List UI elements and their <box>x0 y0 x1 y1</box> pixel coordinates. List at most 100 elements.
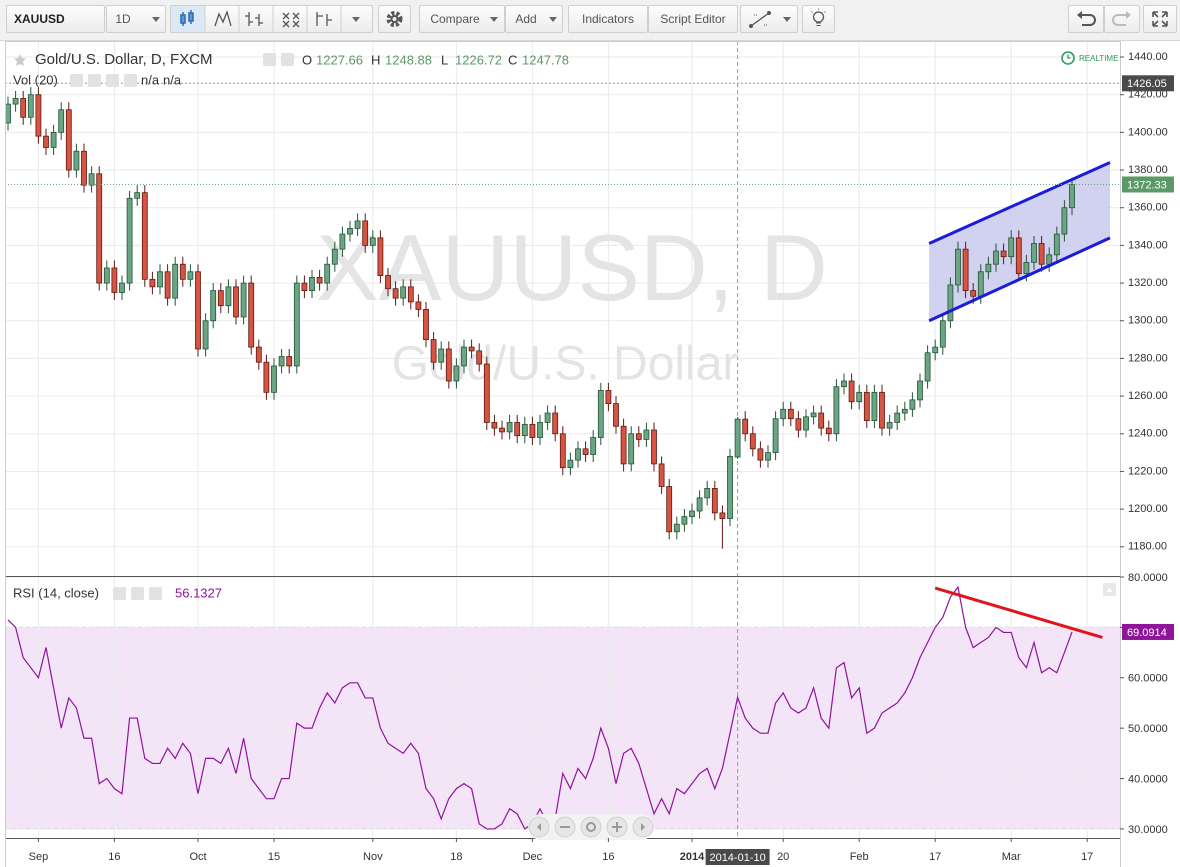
button-label: Script Editor <box>660 12 726 26</box>
y-tick-label: 1200.00 <box>1128 503 1168 515</box>
ideas-button[interactable] <box>802 5 835 33</box>
volume-controls[interactable] <box>70 74 137 87</box>
candle-body <box>818 412 825 429</box>
candle-body <box>81 150 87 186</box>
candle-body <box>400 286 407 299</box>
candle-body <box>476 350 483 365</box>
candle-body <box>73 150 80 171</box>
y-tick-label: 80.0000 <box>1128 572 1168 584</box>
candle-body <box>1038 243 1045 265</box>
crosshair-date-label: 2014-01-10 <box>709 852 765 864</box>
candle-body <box>430 339 437 363</box>
rsi-controls[interactable] <box>113 587 162 600</box>
candle-body <box>210 290 217 322</box>
candle-body <box>1031 243 1037 263</box>
watermark-subtitle: Gold/U.S. Dollar <box>392 338 739 391</box>
candle-body <box>848 380 855 403</box>
channel-line <box>928 161 1111 245</box>
candle-body <box>1000 250 1007 258</box>
candle-body <box>947 284 954 322</box>
candle-body <box>757 448 764 461</box>
candle-body <box>901 408 908 414</box>
y-tick-label: 1360.00 <box>1128 202 1168 214</box>
candle-body <box>825 427 832 435</box>
candle-body <box>673 523 680 533</box>
add-button[interactable]: Add <box>505 5 563 33</box>
rsi-last-label-bg <box>1122 623 1174 640</box>
y-tick-label: 60.0000 <box>1128 673 1168 685</box>
candle-body <box>362 220 369 246</box>
y-tick-label: 1440.00 <box>1128 51 1168 63</box>
series-controls[interactable] <box>263 53 294 66</box>
y-tick-label: 1340.00 <box>1128 239 1168 251</box>
candle-body <box>841 380 847 388</box>
indicators-button[interactable]: Indicators <box>568 5 648 33</box>
x-tick-label: 18 <box>450 851 462 863</box>
candle-body <box>787 408 794 420</box>
candle-body <box>187 271 194 280</box>
candle-body <box>1008 237 1015 258</box>
candle-body <box>582 448 589 455</box>
compare-button[interactable]: Compare <box>419 5 505 33</box>
redo-button[interactable] <box>1104 5 1140 33</box>
candle-body <box>734 418 741 458</box>
toolbar: XAUUSD 1D Compare Add Indicators Script … <box>0 0 1180 41</box>
script-editor-button[interactable]: Script Editor <box>648 5 738 33</box>
candle-body <box>666 486 673 533</box>
candle-body <box>35 94 42 137</box>
chart-style-icons <box>171 6 360 32</box>
candle-body <box>141 192 148 280</box>
crosshair-price-label-bg <box>1122 75 1174 92</box>
candle-body <box>856 391 863 403</box>
interval-select[interactable]: 1D <box>106 5 166 33</box>
button-label: Add <box>515 12 537 26</box>
candle-body <box>293 282 300 367</box>
candle-body <box>711 488 718 514</box>
candle-body <box>955 248 961 286</box>
ohlc-value: 1227.66 <box>316 52 363 67</box>
favorite-star[interactable] <box>14 54 26 66</box>
candle-body <box>271 365 277 393</box>
settings-button[interactable] <box>378 5 411 33</box>
candle-body <box>537 422 543 438</box>
candle-body <box>1046 254 1053 265</box>
x-tick-label: Sep <box>29 851 49 863</box>
candle-body <box>765 452 771 461</box>
y-tick-label: 1280.00 <box>1128 352 1168 364</box>
candle-body <box>324 263 331 284</box>
rsi-value: 56.1327 <box>175 585 222 600</box>
candle-body <box>339 233 346 250</box>
candle-body <box>111 267 118 293</box>
symbol-input[interactable]: XAUUSD <box>6 5 105 33</box>
y-tick-label: 1380.00 <box>1128 164 1168 176</box>
candle-body <box>613 403 619 427</box>
reset[interactable] <box>580 816 602 838</box>
active-style[interactable] <box>171 6 205 32</box>
drawing-tools-button[interactable] <box>740 5 798 33</box>
candle-body <box>749 433 756 450</box>
candle-body <box>103 267 110 284</box>
candle-body <box>909 399 916 410</box>
candle-body <box>157 271 163 288</box>
ohlc-value: 1247.78 <box>522 52 569 67</box>
volume-value: n/a <box>163 72 182 87</box>
y-tick-label: 1240.00 <box>1128 428 1168 440</box>
rsi-trendline <box>934 586 1103 639</box>
candle-body <box>12 98 19 105</box>
candle-body <box>331 248 338 265</box>
candle-body <box>977 271 984 297</box>
candle-body <box>202 320 209 350</box>
undo-button[interactable] <box>1068 5 1104 33</box>
fullscreen-button[interactable] <box>1143 5 1177 33</box>
candle-body <box>1061 207 1068 235</box>
candle-body <box>879 391 885 429</box>
candle-body <box>635 433 642 440</box>
candle-body <box>1053 233 1060 256</box>
candle-body <box>521 423 528 437</box>
candle-body <box>385 275 391 290</box>
candle-body <box>939 320 946 348</box>
candle-body <box>772 418 779 454</box>
candle-body <box>863 391 870 421</box>
candle-body <box>833 386 840 435</box>
candle-body <box>27 94 34 118</box>
